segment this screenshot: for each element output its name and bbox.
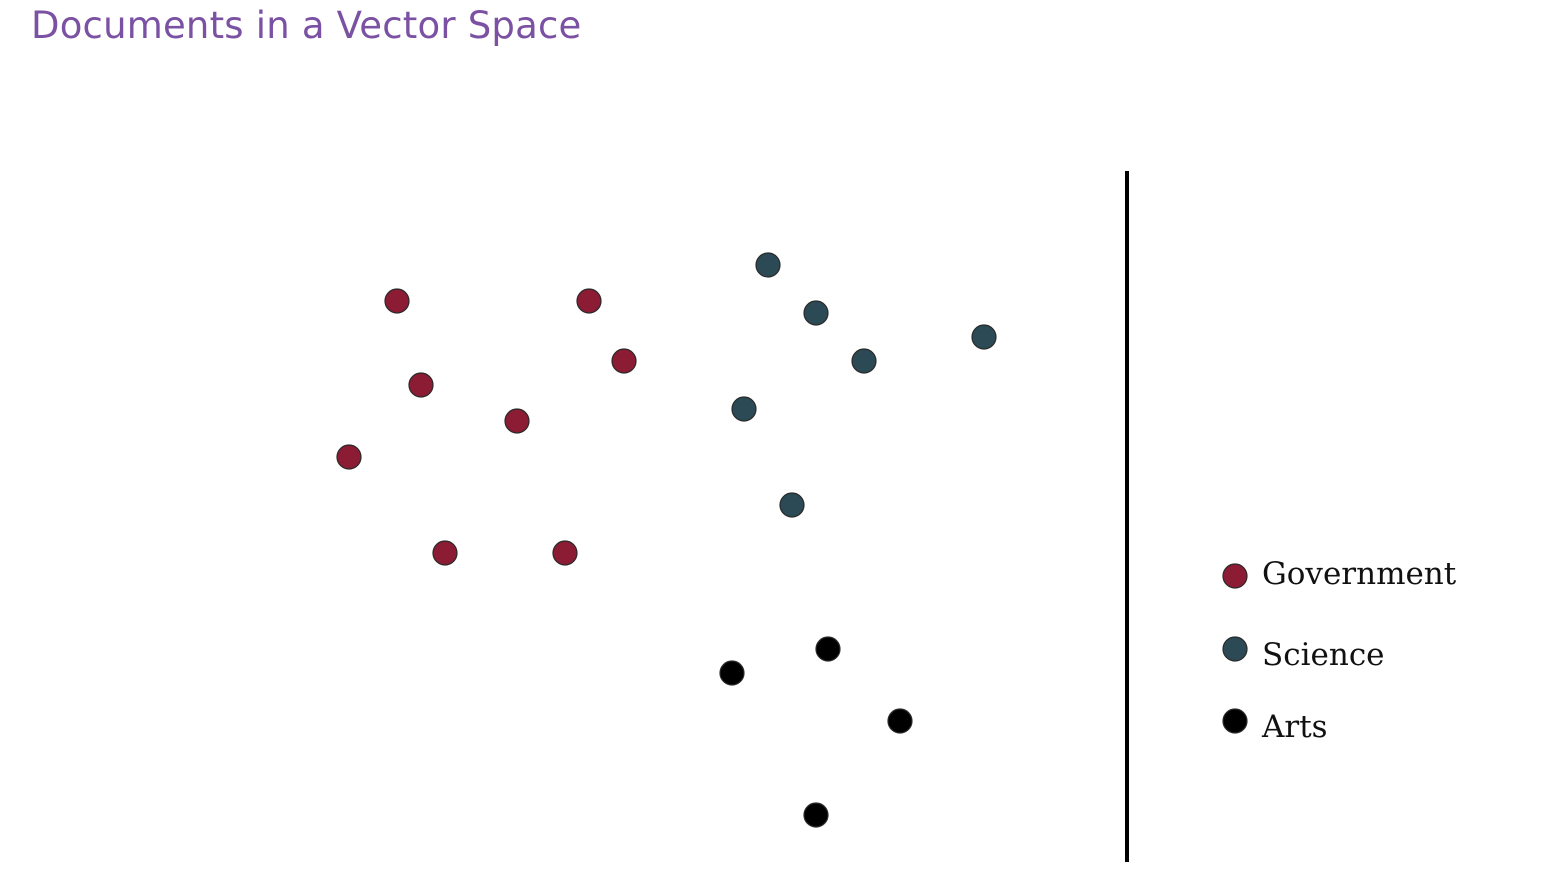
science-document-point-1: [755, 252, 781, 278]
legend-label-science: Science: [1262, 637, 1385, 673]
legend-item-science: Science: [1222, 636, 1385, 673]
government-document-point-4: [408, 372, 434, 398]
government-legend-marker-icon: [1222, 563, 1248, 589]
data-points: [336, 252, 997, 828]
legend-item-government: Government: [1222, 556, 1457, 592]
arts-document-point-3: [887, 708, 913, 734]
science-legend-marker-icon: [1222, 636, 1248, 662]
government-document-point-2: [576, 288, 602, 314]
science-document-point-4: [971, 324, 997, 350]
arts-document-point-2: [719, 660, 745, 686]
legend-label-government: Government: [1262, 556, 1457, 592]
government-document-point-7: [432, 540, 458, 566]
slide-title: Documents in a Vector Space: [31, 4, 582, 47]
legend-label-arts: Arts: [1261, 709, 1328, 745]
government-document-point-5: [504, 408, 530, 434]
legend-item-arts: Arts: [1222, 708, 1328, 745]
government-document-point-8: [552, 540, 578, 566]
legend: Government Science Arts: [1222, 556, 1457, 745]
arts-document-point-4: [803, 802, 829, 828]
science-document-point-5: [731, 396, 757, 422]
science-document-point-6: [779, 492, 805, 518]
government-document-point-3: [611, 348, 637, 374]
arts-legend-marker-icon: [1222, 708, 1248, 734]
government-document-point-6: [336, 444, 362, 470]
science-document-point-2: [803, 300, 829, 326]
government-document-point-1: [384, 288, 410, 314]
arts-document-point-1: [815, 636, 841, 662]
science-document-point-3: [851, 348, 877, 374]
